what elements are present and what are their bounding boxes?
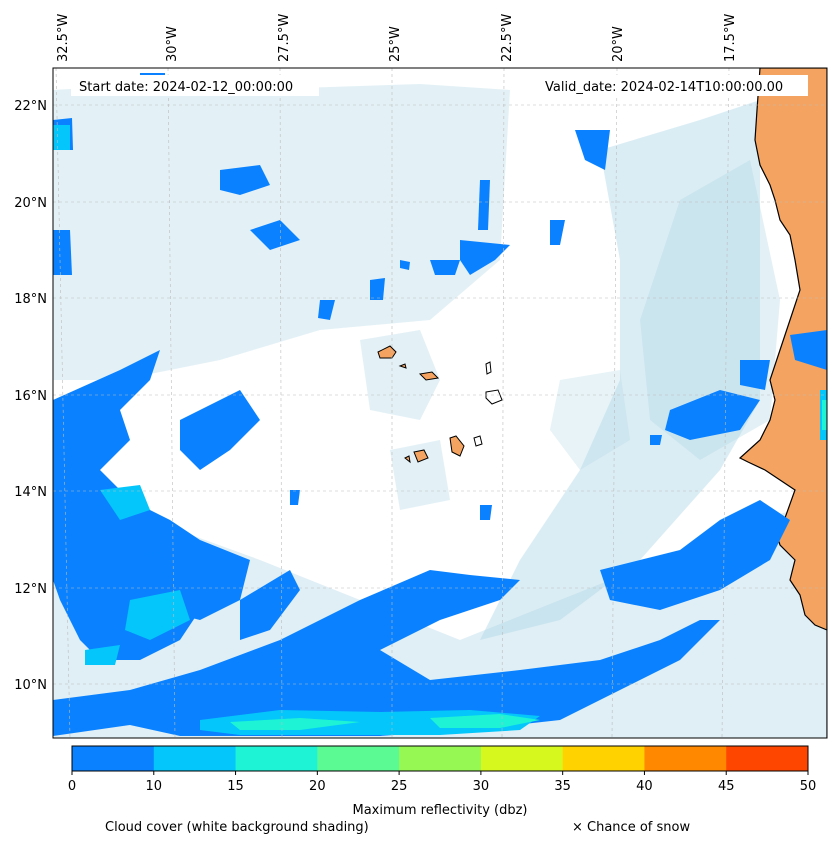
colorbar-tick-label: 20 (309, 779, 326, 794)
lat-label: 22°N (14, 99, 47, 114)
colorbar-tick-label: 30 (473, 779, 490, 794)
lon-label: 32.5°W (56, 14, 71, 62)
africa-coast-land (738, 68, 827, 738)
colorbar (72, 746, 809, 771)
colorbar-segment (153, 746, 237, 771)
colorbar-segment (399, 746, 482, 771)
lon-label: 30°W (165, 26, 180, 62)
start-date-label: Start date: 2024-02-12_00:00:00 (79, 80, 293, 95)
map-content (53, 68, 827, 738)
colorbar-tick-label: 15 (227, 779, 244, 794)
colorbar-segment (235, 746, 318, 771)
lon-label: 17.5°W (723, 14, 738, 62)
longitude-labels: 32.5°W 30°W 27.5°W 25°W 22.5°W 20°W 17.5… (56, 14, 738, 62)
colorbar-tick-label: 25 (391, 779, 408, 794)
reflectivity-15-20-areas (230, 400, 827, 730)
valid-date-label: Valid_date: 2024-02-14T10:00:00.00 (545, 80, 783, 95)
colorbar-frame (71, 745, 809, 772)
colorbar-tick-label: 10 (146, 779, 163, 794)
map-gridlines (53, 68, 827, 738)
colorbar-label: Maximum reflectivity (dbz) (353, 803, 528, 818)
map-frame (52, 67, 828, 739)
colorbar-segment (726, 746, 809, 771)
lat-label: 14°N (14, 485, 47, 500)
start-date-box (71, 75, 319, 96)
lat-label: 18°N (14, 292, 47, 307)
lon-label: 27.5°W (277, 14, 292, 62)
valid-date-box (538, 75, 808, 96)
colorbar-segment (562, 746, 645, 771)
lat-label: 12°N (14, 582, 47, 597)
lon-label: 22.5°W (500, 14, 515, 62)
colorbar-segment (72, 746, 155, 771)
colorbar-tick-label: 40 (636, 779, 653, 794)
colorbar-tick-label: 0 (68, 779, 76, 794)
colorbar-segment (480, 746, 564, 771)
colorbar-tick-label: 35 (554, 779, 571, 794)
lon-label: 20°W (611, 26, 626, 62)
snow-legend: × Chance of snow (572, 820, 690, 835)
colorbar-tick-label: 45 (718, 779, 735, 794)
lat-label: 20°N (14, 196, 47, 211)
colorbar-segment (644, 746, 727, 771)
colorbar-segment (317, 746, 400, 771)
cape-verde-islands (377, 345, 503, 464)
lat-label: 10°N (14, 678, 47, 693)
lat-label: 16°N (14, 389, 47, 404)
cloud-cover-legend: Cloud cover (white background shading) (105, 820, 369, 835)
colorbar-tick-label: 50 (800, 779, 817, 794)
latitude-labels: 22°N 20°N 18°N 16°N 14°N 12°N 10°N (14, 99, 47, 693)
colorbar-ticks: 0 10 15 20 25 30 35 40 45 50 (68, 771, 816, 794)
lon-label: 25°W (388, 26, 403, 62)
